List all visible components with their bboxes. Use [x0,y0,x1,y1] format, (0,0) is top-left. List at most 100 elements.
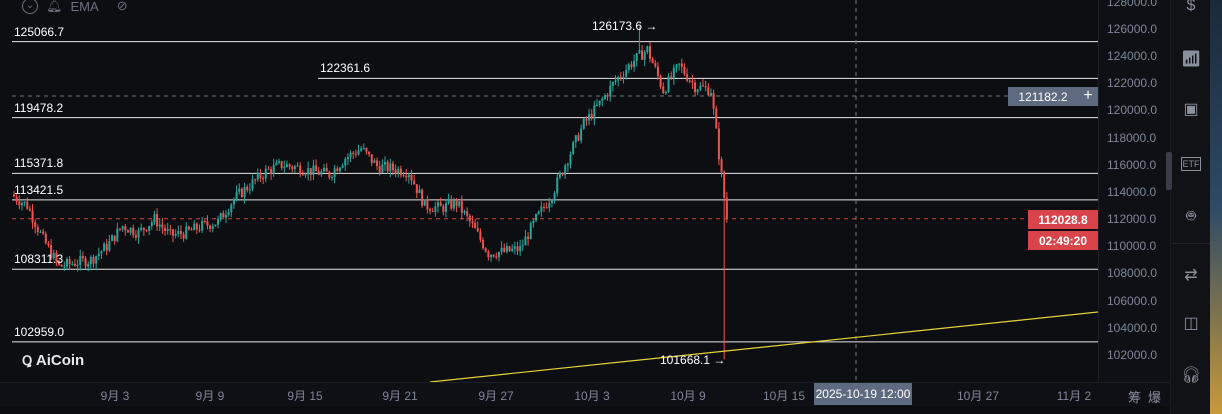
indicator-ema[interactable]: EMA [70,0,99,14]
candle-body [105,243,108,251]
candle-body [246,186,249,191]
robot-icon[interactable]: 🤖︎ [1186,208,1196,225]
candle-body [272,165,275,174]
candle-body [55,252,58,261]
candle-body [76,264,79,266]
time-tick: 9月 21 [382,389,418,403]
swap-icon[interactable]: ⇄ [1184,267,1198,284]
candle-body [63,266,66,268]
candle-body [561,173,564,175]
candle-body [13,194,15,197]
candle-body [638,50,641,54]
price-axis[interactable]: 128000.0 126000.0 124000.0 122000.0 120000.0… [1098,0,1170,382]
candle-body [97,253,100,257]
candle-body [283,167,286,169]
candle-body [712,93,715,109]
candle-body [60,264,63,267]
candle-body [185,226,188,239]
candle-body [307,168,310,175]
candle-body [683,66,686,75]
add-alert-button[interactable]: + [1078,87,1098,106]
candle-body [707,87,710,96]
support-headset-icon[interactable]: 🎧︎ [1181,367,1202,384]
candle-body [198,229,201,231]
candle-body [108,240,111,251]
candle-body [720,159,723,172]
candle-body [606,95,609,97]
candle-body [73,263,76,266]
candle-body [278,161,280,163]
candle-body [195,223,198,230]
candle-body [150,222,153,227]
liquidation-button[interactable]: 爆 [1148,390,1162,405]
time-tick: 9月 15 [287,389,323,403]
chips-button[interactable]: 筹 [1128,390,1142,405]
candle-body [291,166,294,169]
candle-body [52,252,55,259]
candle-body [466,211,469,216]
price-chart[interactable] [0,0,1098,382]
price-tick: 116000.0 [1107,157,1157,172]
price-tick: 112000.0 [1107,212,1157,227]
candle-body [564,165,567,175]
candle-body [505,246,508,252]
time-tick: 10月 3 [574,389,610,403]
candle-body [190,229,193,231]
candle-body [596,104,598,106]
candle-body [452,200,455,209]
candle-body [248,189,251,191]
collapse-icon[interactable]: ⌄ [22,0,38,14]
candle-body [585,118,588,121]
layout-icon[interactable]: ◫ [1183,315,1199,332]
candle-body [495,256,498,258]
etf-icon[interactable]: ETF [1181,157,1201,171]
right-sidebar: $ 📶︎ ▣ ETF 🤖︎ ⇄ ◫ 🎧︎ [1170,0,1211,414]
time-axis[interactable]: 9月 3 9月 9 9月 15 9月 21 9月 27 10月 3 10月 9 10月 15 1… [0,382,1170,406]
candle-body [609,85,612,97]
candle-body [71,263,74,265]
candle-body [34,222,37,228]
candle-body [270,169,273,174]
candle-body [439,202,442,207]
chart-toolbar: ⌄ 🔔︎ EMA ⊘ [22,0,128,14]
candle-body [336,168,339,172]
candle-body [582,118,585,129]
candle-body [535,213,538,221]
candle-body [296,165,299,167]
collapse-sidebar-handle[interactable] [1166,152,1172,190]
time-tick: 9月 3 [100,389,130,403]
candle-body [725,197,728,219]
level-label: 122361.6 [320,61,371,76]
candle-body [590,114,593,119]
candle-body [370,154,373,163]
candle-body [26,201,29,209]
candle-body [293,166,296,169]
candle-body [264,168,267,179]
candle-body [490,254,492,258]
candle-body [325,167,328,172]
candle-body [227,212,230,215]
aicoin-logo: Ꝗ AiCoin [22,352,85,369]
candle-body [15,196,18,202]
hide-icon[interactable]: ⊘ [116,0,128,13]
candle-body [254,179,257,181]
candle-body [643,51,646,60]
monitor-chart-icon[interactable]: ▣ [1183,101,1199,118]
candle-body [18,201,21,206]
level-label: 119478.2 [14,100,64,115]
dollar-icon[interactable]: $ [1186,0,1196,14]
candle-body [174,233,177,236]
candle-body [577,135,580,141]
candle-body [688,80,691,82]
candle-body [468,215,471,222]
candle-body [611,82,614,86]
candle-body [92,256,95,264]
bell-icon[interactable]: 🔔︎ [46,0,63,13]
candle-body [230,204,233,213]
candle-body [309,168,312,175]
candle-body [662,86,665,94]
candle-body [365,148,368,152]
candle-body [667,76,670,92]
candle-body [566,164,569,166]
growth-chart-icon[interactable]: 📶︎ [1181,51,1202,68]
